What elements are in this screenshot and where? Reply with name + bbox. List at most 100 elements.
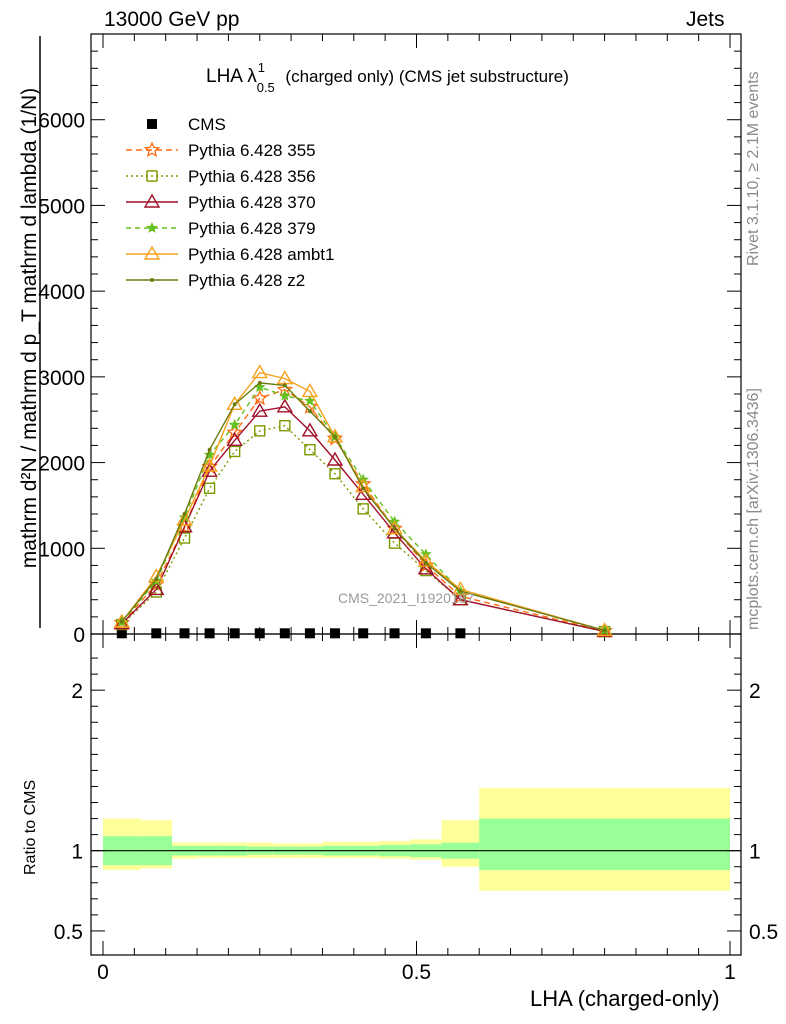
ratio-y-tick-label-left: 0.5 xyxy=(54,921,83,944)
data-point-cms xyxy=(204,628,215,639)
data-point-ambt1 xyxy=(251,364,268,379)
data-point-ambt1 xyxy=(354,478,372,493)
legend-label: Pythia 6.428 379 xyxy=(188,219,316,238)
data-point-z2 xyxy=(282,383,287,388)
data-point-p356 xyxy=(357,503,369,515)
energy-label: 13000 GeV pp xyxy=(104,8,240,31)
data-point-p370 xyxy=(326,451,344,466)
legend-marker xyxy=(143,141,161,158)
legend-entry-p370: Pythia 6.428 370 xyxy=(126,193,316,212)
rivet-version-label: Rivet 3.1.10, ≥ 2.1M events xyxy=(745,71,762,266)
legend-marker xyxy=(150,278,154,282)
data-point-cms xyxy=(254,628,265,639)
main-frame-border xyxy=(90,33,742,635)
data-point-z2 xyxy=(458,589,463,594)
series-line-ambt1 xyxy=(121,371,605,632)
ratio-y-tick-label-right: 2 xyxy=(749,680,761,703)
data-point-p370 xyxy=(201,462,218,477)
data-point-ambt1 xyxy=(417,552,435,567)
legend-entry-p356: Pythia 6.428 356 xyxy=(126,167,316,186)
plot-title-sup: 1 xyxy=(257,60,265,75)
x-tick-label: 1 xyxy=(724,961,736,984)
data-point-z2 xyxy=(423,560,428,565)
data-point-ambt1 xyxy=(201,457,218,472)
data-point-p379 xyxy=(203,448,216,460)
legend-label: Pythia 6.428 355 xyxy=(188,141,316,160)
data-point-z2 xyxy=(232,402,237,407)
main-y-tick-label: 5000 xyxy=(38,195,85,218)
data-point-z2 xyxy=(182,512,187,516)
series-cms xyxy=(116,628,466,639)
data-point-cms xyxy=(389,628,400,639)
data-point-p379 xyxy=(279,389,291,401)
x-tick-label: 0 xyxy=(97,961,109,984)
data-point-p355 xyxy=(226,423,243,440)
data-point-z2 xyxy=(207,447,212,452)
data-point-p370 xyxy=(417,560,435,575)
data-point-p356 xyxy=(329,468,341,480)
data-point-z2 xyxy=(602,628,607,633)
data-point-cms xyxy=(179,628,190,639)
main-y-tick-label: 1000 xyxy=(38,538,85,561)
data-point-p370 xyxy=(113,615,131,630)
mcplots-label: mcplots.cern.ch [arXiv:1306.3436] xyxy=(745,388,762,630)
ratio-y-tick-label-left: 2 xyxy=(71,680,83,703)
ratio-y-tick-label-left: 1 xyxy=(71,841,83,864)
data-point-p356 xyxy=(388,537,401,549)
analysis-watermark: CMS_2021_I1920187 xyxy=(338,590,475,606)
data-point-p379 xyxy=(228,418,241,430)
data-point-p356 xyxy=(203,482,216,494)
data-point-cms xyxy=(304,628,315,639)
series-z2 xyxy=(119,380,607,633)
data-point-cms xyxy=(279,628,290,639)
ratio-uncertainty-bands xyxy=(103,788,730,891)
series-line-p355 xyxy=(121,388,605,632)
series-line-z2 xyxy=(121,382,605,632)
data-point-cms xyxy=(329,628,340,639)
data-point-z2 xyxy=(307,409,312,414)
series-ambt1 xyxy=(113,364,613,637)
y-axis-label-upper: mathrm d²N / mathrm d p_T mathrm d lambd… xyxy=(18,87,41,569)
data-point-cms xyxy=(229,628,240,639)
legend-label: CMS xyxy=(188,115,226,134)
data-point-z2 xyxy=(361,486,366,491)
legend-marker xyxy=(146,221,158,233)
data-point-p370 xyxy=(301,422,319,437)
legend-label: Pythia 6.428 370 xyxy=(188,193,316,212)
plot-title-rest: (charged only) (CMS jet substructure) xyxy=(280,67,569,86)
plot-title-sub: 0.5 xyxy=(256,80,275,95)
data-point-cms xyxy=(420,628,431,639)
legend-entry-cms: CMS xyxy=(147,115,226,134)
data-series-layer xyxy=(113,364,613,639)
legend-marker xyxy=(143,193,161,208)
main-panel-frame: 0 1000 2000 3000 4000 5000 6000 xyxy=(38,33,742,647)
data-point-ambt1 xyxy=(301,383,319,398)
data-point-p370 xyxy=(452,591,469,606)
data-point-cms xyxy=(116,628,127,639)
data-point-ambt1 xyxy=(326,428,344,443)
data-point-z2 xyxy=(119,619,124,624)
ratio-y-tick-label-right: 1 xyxy=(749,841,761,864)
data-point-p356 xyxy=(254,425,266,437)
data-point-p356 xyxy=(304,444,316,456)
data-point-ambt1 xyxy=(113,613,131,628)
plot-title: LHA λ 1 0.5 (charged only) (CMS jet substr… xyxy=(206,60,569,95)
data-point-ambt1 xyxy=(176,511,193,526)
data-point-p356 xyxy=(228,445,241,458)
main-y-tick-label: 2000 xyxy=(38,453,85,476)
data-point-p370 xyxy=(148,581,165,596)
main-y-tick-label: 6000 xyxy=(38,110,85,133)
data-point-p370 xyxy=(276,398,294,413)
legend-label: Pythia 6.428 ambt1 xyxy=(188,245,334,264)
category-label: Jets xyxy=(686,8,725,31)
legend-marker xyxy=(147,119,157,129)
data-point-p356 xyxy=(279,420,291,432)
data-point-p370 xyxy=(226,431,243,446)
legend-label: Pythia 6.428 z2 xyxy=(188,271,305,290)
main-y-tick-label: 0 xyxy=(73,624,85,647)
ratio-y-tick-label-right: 0.5 xyxy=(749,921,778,944)
main-y-tick-label: 3000 xyxy=(38,367,85,390)
legend-marker xyxy=(146,170,158,182)
plot-title-main: LHA λ xyxy=(206,66,257,87)
y-axis-label-ratio: Ratio to CMS xyxy=(22,779,39,875)
